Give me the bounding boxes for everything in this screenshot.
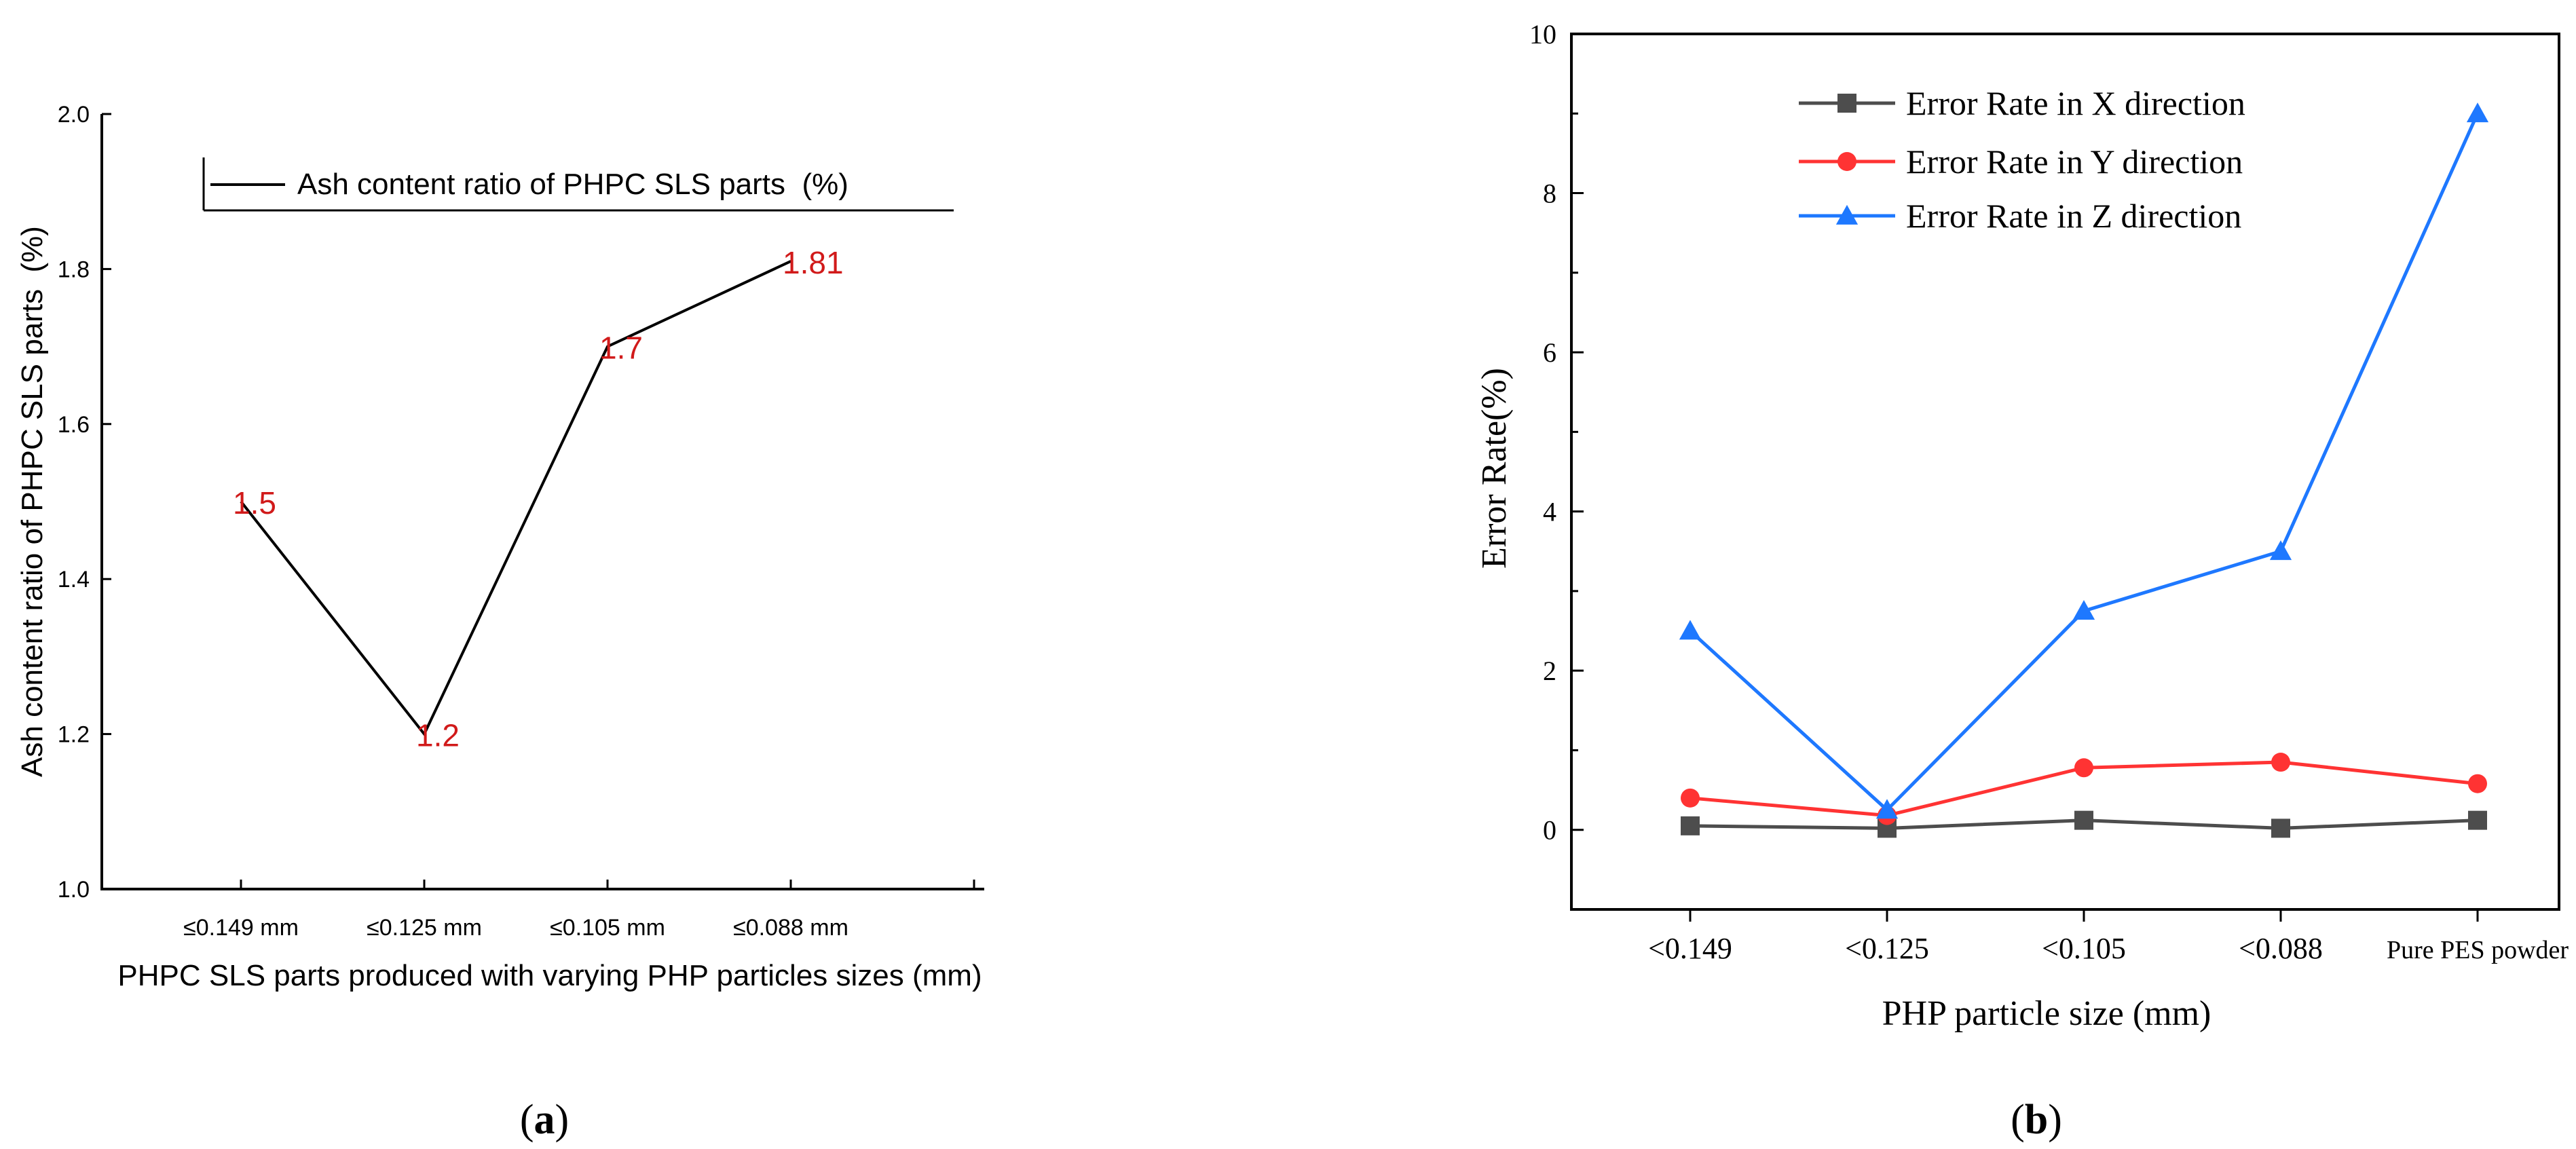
b-x-axis-label: PHP particle size (mm) [1882,994,2211,1033]
a-x-tick-label: ≤0.088 mm [733,915,848,941]
chart-b: 0 2 4 6 8 10 <0.149 <0.125 <0.105 <0.088 Pure PES… [1475,19,2569,1143]
b-y-axis-label: Error Rate(%) [1475,368,1514,569]
a-y-tick-label: 2.0 [58,102,90,128]
b-point-square [2074,810,2093,830]
b-point-triangle [1875,799,1899,819]
b-x-tick-label: Pure PES powder [2387,936,2569,964]
b-x-tick-label: <0.125 [1845,932,1929,965]
b-point-triangle [1679,620,1702,640]
panel-label-a: (a) [520,1097,569,1143]
a-data-label: 1.7 [599,331,643,366]
b-legend-label: Error Rate in X direction [1906,84,2245,122]
b-point-triangle [2269,540,2292,561]
b-point-square [2468,810,2487,830]
a-y-tick-label: 1.4 [58,567,90,592]
a-data-label: 1.5 [233,485,276,521]
b-x-tick-label: <0.149 [1648,932,1732,965]
b-y-tick-label: 4 [1543,497,1556,527]
b-y-tick-label: 10 [1529,19,1556,50]
a-y-tick-label: 1.2 [58,722,90,748]
b-point-circle [1681,788,1700,808]
panel-label-b-text: b [2025,1097,2048,1143]
a-data-label: 1.2 [416,718,460,753]
a-legend-label: Ash content ratio of PHPC SLS parts (%) [297,168,848,201]
a-x-tick-label: ≤0.149 mm [183,915,299,941]
a-x-tick-label: ≤0.125 mm [367,915,482,941]
b-point-square [2271,818,2290,838]
a-y-tick-label: 1.8 [58,257,90,282]
a-x-axis-label: PHPC SLS parts produced with varying PHP… [117,959,982,992]
b-point-circle [2468,774,2487,793]
a-x-ticks: ≤0.149 mm ≤0.125 mm ≤0.105 mm ≤0.088 mm [183,880,975,941]
b-x-ticks: <0.149 <0.125 <0.105 <0.088 Pure PES powder [1648,909,2569,965]
panel-label-b: (b) [2011,1097,2062,1143]
panel-label-b-open-paren: ( [2011,1097,2025,1143]
b-point-triangle [2466,102,2489,123]
b-legend-marker-square [1837,94,1856,113]
a-legend: Ash content ratio of PHPC SLS parts (%) [202,157,954,212]
panel-label-a-text: a [534,1097,555,1143]
a-data-label: 1.81 [783,245,844,280]
b-legend-marker-circle [1837,152,1856,171]
b-series [1679,102,2489,838]
a-x-tick-label: ≤0.105 mm [550,915,665,941]
b-y-tick-label: 8 [1543,178,1556,209]
a-series-line [240,260,791,737]
b-point-circle [2074,758,2093,778]
chart-a: 1.01.21.41.61.82.0 ≤0.149 mm ≤0.125 mm ≤0.… [16,102,984,1143]
a-y-axis-label: Ash content ratio of PHPC SLS parts (%) [16,226,49,777]
panel-label-a-close-paren: ) [555,1097,570,1143]
b-y-ticks: 0 2 4 6 8 10 [1529,19,1584,846]
panel-label-a-open-paren: ( [520,1097,534,1143]
b-y-tick-label: 2 [1543,656,1556,686]
b-y-tick-label: 0 [1543,815,1556,846]
b-legend-marker-triangle [1835,204,1859,225]
a-y-tick-label: 1.6 [58,412,90,438]
b-point-triangle [2072,600,2095,620]
panel-label-b-close-paren: ) [2048,1097,2062,1143]
a-y-ticks: 1.0 1.2 1.4 1.6 1.8 2.0 [58,102,111,903]
b-legend-label: Error Rate in Y direction [1906,143,2243,181]
b-point-circle [2271,753,2290,772]
a-y-tick-label: 1.0 [58,877,90,903]
b-plot-frame [1570,33,2560,911]
b-x-tick-label: <0.088 [2239,932,2323,965]
b-x-tick-label: <0.105 [2042,932,2126,965]
b-y-tick-label: 6 [1543,337,1556,368]
b-legend-label: Error Rate in Z direction [1906,197,2241,235]
b-legend: Error Rate in X direction Error Rate in Y… [1799,84,2245,235]
a-series: 1.5 1.2 1.7 1.81 [233,245,844,753]
b-point-square [1681,816,1700,835]
